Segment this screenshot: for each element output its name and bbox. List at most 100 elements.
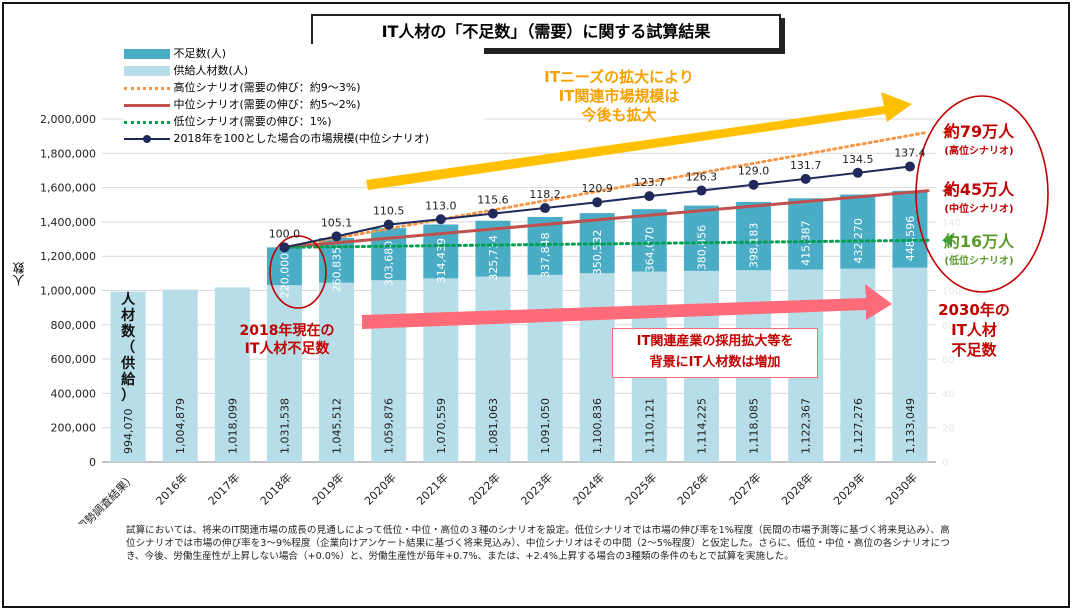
y-tick-label: 1,200,000 bbox=[40, 250, 96, 263]
index-value-label: 134.5 bbox=[842, 153, 874, 166]
index-point bbox=[800, 173, 811, 184]
shortage-bar bbox=[683, 205, 719, 271]
y-tick-label: 800,000 bbox=[51, 319, 97, 332]
index-point bbox=[904, 161, 915, 172]
supply-value-label: 1,059,876 bbox=[383, 398, 396, 454]
shortage-value-label: 448,596 bbox=[904, 216, 917, 262]
high-result-value: 約79万人 bbox=[943, 122, 1015, 141]
shortage-value-label: 220,000 bbox=[278, 253, 291, 299]
shortage-bar bbox=[266, 247, 302, 286]
legend-high: 高位シナリオ(需要の伸び：約9～3%) bbox=[124, 80, 361, 95]
supply-value-label: 1,100,836 bbox=[591, 398, 604, 454]
supply-value-label: 1,031,538 bbox=[278, 398, 291, 454]
legend-high-label: 高位シナリオ(需要の伸び：約9～3%) bbox=[173, 81, 361, 94]
high-scenario-line-marker bbox=[942, 126, 952, 139]
y2-tick-label: 100 bbox=[942, 287, 961, 298]
high-result-callout: 約79万人 (高位シナリオ) bbox=[934, 118, 1024, 157]
low-result-sub: (低位シナリオ) bbox=[944, 256, 1014, 267]
y2-tick-label: 80 bbox=[942, 321, 955, 332]
shortage-value-label: 350,532 bbox=[591, 230, 604, 276]
supply-bar bbox=[527, 274, 563, 462]
x-axis-labels: 2015年（国勢調査結果） 2016年 2017年 2018年 2019年 2020年 20… bbox=[38, 470, 920, 524]
supply-value-label: 994,070 bbox=[122, 409, 135, 455]
supply-bar bbox=[579, 273, 615, 462]
index-value-label: 123.7 bbox=[634, 176, 666, 189]
supply-vertical-char: 供 bbox=[120, 355, 135, 372]
supply-bar bbox=[319, 282, 355, 462]
y2-axis-ticks: 0 20 40 60 80 100 120 140 bbox=[942, 218, 961, 469]
supply-value-label: 1,133,049 bbox=[904, 398, 917, 454]
supply-value-label: 1,081,063 bbox=[487, 398, 500, 454]
y-tick-label: 1,800,000 bbox=[40, 147, 96, 160]
index-point bbox=[644, 191, 655, 202]
index-value-label: 129.0 bbox=[738, 165, 770, 178]
shortage-2030-callout: 2030年の IT人材 不足数 bbox=[924, 300, 1024, 360]
index-value-label: 131.7 bbox=[790, 159, 822, 172]
shortage-value-label: 364,070 bbox=[643, 227, 656, 273]
shortage-2018-line-1: 2018年現在の bbox=[239, 323, 335, 339]
supply-bar bbox=[266, 285, 302, 462]
y-tick-label: 2,000,000 bbox=[40, 113, 96, 126]
bar-labels: 994,070 1,004,879 1,018,099 1,031,538 1,045,… bbox=[120, 216, 917, 454]
x-tick-label: 2030年 bbox=[883, 470, 920, 507]
legend-index-label: 2018年を100とした場合の市場規模(中位シナリオ) bbox=[173, 132, 430, 145]
shortage-value-label: 398,183 bbox=[748, 223, 761, 269]
y-tick-label: 1,600,000 bbox=[40, 182, 96, 195]
it-needs-callout: ITニーズの拡大により IT関連市場規模は 今後も拡大 bbox=[509, 68, 729, 125]
shortage-value-label: 314,439 bbox=[435, 238, 448, 284]
shortage-value-label: 380,856 bbox=[695, 225, 708, 271]
legend-shortage-label: 不足数(人) bbox=[173, 47, 227, 60]
supply-vertical-char: ） bbox=[121, 388, 135, 404]
shortage-bar bbox=[736, 201, 772, 271]
legend-supply-swatch bbox=[124, 66, 170, 76]
y2-tick-label: 140 bbox=[942, 218, 961, 229]
index-value-label: 100.0 bbox=[269, 227, 301, 240]
y-axis-ticks: 0 200,000 400,000 600,000 800,000 1,000,000 1,… bbox=[40, 113, 96, 469]
index-value-label: 110.5 bbox=[373, 205, 405, 218]
legend-low-swatch bbox=[124, 120, 170, 124]
shortage-2030-line-2: IT人材 bbox=[951, 321, 997, 339]
shortage-value-label: 303,680 bbox=[383, 241, 396, 287]
x-tick-label: 2020年 bbox=[361, 470, 398, 507]
hiring-callout: IT関連産業の採用拡大等を 背景にIT人材数は増加 bbox=[612, 328, 818, 378]
legend-index: 2018年を100とした場合の市場規模(中位シナリオ) bbox=[124, 131, 429, 146]
legend-high-swatch bbox=[124, 86, 170, 90]
y2-tick-label: 20 bbox=[942, 424, 955, 435]
supply-vertical-char: 材 bbox=[121, 307, 135, 324]
legend-supply-label: 供給人材数(人) bbox=[173, 64, 249, 77]
index-value-label: 120.9 bbox=[581, 182, 613, 195]
index-point bbox=[540, 203, 551, 214]
x-tick-label: 2017年 bbox=[205, 470, 242, 507]
shortage-bar bbox=[840, 194, 876, 269]
y2-tick-label: 0 bbox=[942, 458, 948, 469]
supply-value-label: 1,004,879 bbox=[174, 398, 187, 454]
supply-bar bbox=[892, 267, 928, 462]
supply-value-label: 1,070,559 bbox=[435, 398, 448, 454]
hiring-line-1: IT関連産業の採用拡大等を bbox=[636, 334, 794, 349]
legend-index-swatch bbox=[124, 134, 170, 144]
index-value-label: 118.2 bbox=[529, 188, 561, 201]
it-needs-line-3: 今後も拡大 bbox=[581, 106, 657, 124]
supply-value-label: 1,122,367 bbox=[800, 398, 813, 454]
big-yellow-arrow bbox=[366, 92, 912, 190]
legend-shortage: 不足数(人) bbox=[124, 46, 226, 61]
x-tick-label: 2027年 bbox=[726, 470, 763, 507]
y-tick-label: 200,000 bbox=[51, 422, 97, 435]
index-point bbox=[383, 219, 394, 230]
x-tick-label: 2023年 bbox=[518, 470, 555, 507]
supply-value-label: 1,110,121 bbox=[643, 398, 656, 454]
it-needs-line-2: IT関連市場規模は bbox=[558, 87, 680, 105]
annotation-arrows bbox=[269, 92, 1049, 329]
mid-scenario-line-marker bbox=[942, 184, 952, 197]
supply-value-label: 1,091,050 bbox=[539, 398, 552, 454]
mid-result-callout: 約45万人 (中位シナリオ) bbox=[934, 176, 1024, 215]
index-point bbox=[435, 214, 446, 225]
index-line: 100.0 105.1 110.5 113.0 115.6 118.2 120.9 123.7… bbox=[269, 147, 926, 253]
x-tick-label: 2015年（国勢調査結果） bbox=[38, 470, 138, 524]
shortage-value-label: 415,387 bbox=[800, 220, 813, 266]
y-tick-label: 0 bbox=[89, 456, 96, 469]
supply-value-label: 1,118,085 bbox=[748, 398, 761, 454]
shortage-value-label: 337,848 bbox=[539, 232, 552, 278]
shortage-2018-callout: 2018年現在の IT人材不足数 bbox=[222, 322, 352, 358]
x-tick-label: 2024年 bbox=[570, 470, 607, 507]
